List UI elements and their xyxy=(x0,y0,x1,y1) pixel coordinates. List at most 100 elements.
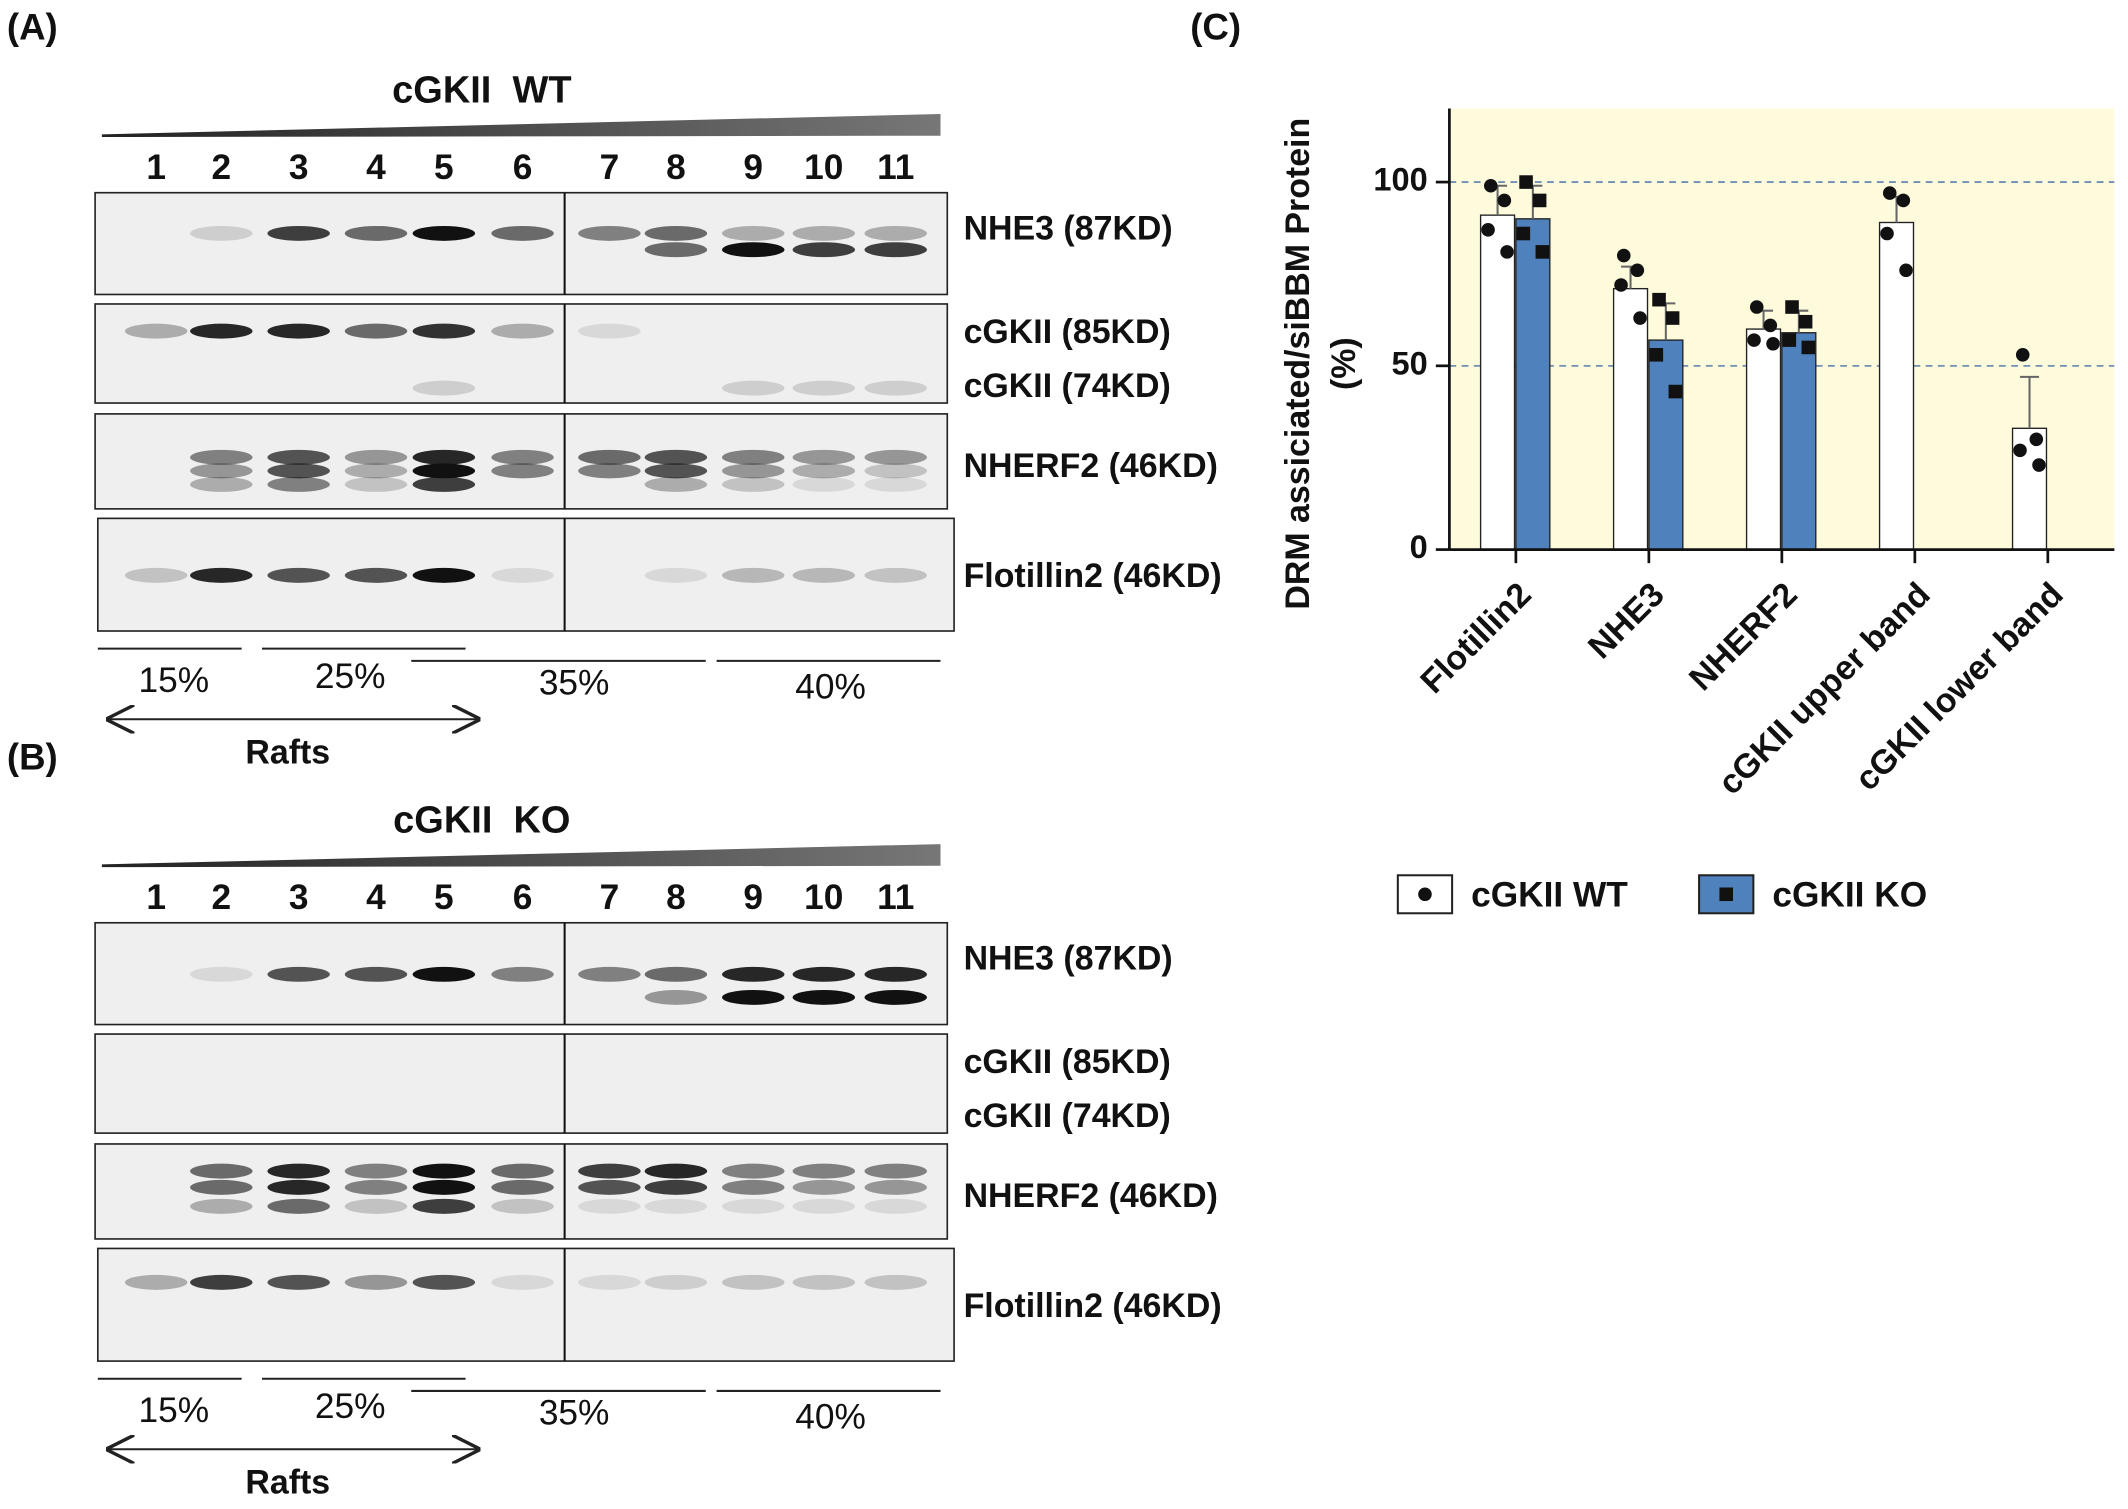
band xyxy=(267,463,330,479)
y-tick-label: 50 xyxy=(1391,345,1427,381)
band xyxy=(578,463,641,479)
data-point xyxy=(1899,263,1913,278)
legend-marker xyxy=(1719,887,1734,902)
panel-title: cGKII WT xyxy=(392,69,571,111)
gradient-wedge xyxy=(101,844,941,868)
lane-number: 1 xyxy=(146,148,166,187)
band xyxy=(412,567,476,583)
band xyxy=(190,1198,253,1214)
data-point xyxy=(1880,226,1894,241)
lane-number: 3 xyxy=(289,148,309,187)
band xyxy=(491,1274,554,1290)
band xyxy=(491,1198,554,1214)
lane-number: 5 xyxy=(434,148,454,187)
band xyxy=(792,225,856,241)
band xyxy=(722,966,785,982)
band xyxy=(644,1198,708,1214)
band xyxy=(190,567,253,583)
band xyxy=(491,966,554,982)
band xyxy=(864,242,927,258)
band xyxy=(190,1274,253,1290)
band xyxy=(792,1198,856,1214)
lane-number: 4 xyxy=(366,878,386,917)
band xyxy=(644,242,708,258)
band xyxy=(792,463,856,479)
band xyxy=(412,966,476,982)
band xyxy=(412,1198,476,1214)
band xyxy=(267,323,330,339)
data-point xyxy=(1649,348,1664,362)
legend-marker xyxy=(1418,887,1432,902)
band xyxy=(722,225,785,241)
band xyxy=(190,225,253,241)
band xyxy=(644,567,708,583)
data-point xyxy=(1535,245,1550,259)
band xyxy=(190,323,253,339)
y-axis-unit: (%) xyxy=(1325,337,1363,390)
data-point xyxy=(1798,314,1813,329)
gradient-wedge xyxy=(101,113,941,138)
data-point xyxy=(1749,300,1764,314)
band xyxy=(267,225,330,241)
bar xyxy=(1878,221,1915,551)
lane-number: 5 xyxy=(434,878,454,917)
band xyxy=(722,1179,785,1195)
data-point xyxy=(1801,340,1816,355)
blot-label: cGKII (85KD) xyxy=(964,313,1171,351)
band xyxy=(792,966,856,982)
panel-label: (C) xyxy=(1190,7,1241,48)
band xyxy=(491,463,554,479)
band xyxy=(344,1179,408,1195)
band xyxy=(190,966,253,982)
gradient-label: 15% xyxy=(139,1391,210,1430)
lane-number: 7 xyxy=(600,148,620,187)
x-tick-label: Flotillin2 xyxy=(1413,575,1538,700)
band xyxy=(792,242,856,258)
blot-label: Flotillin2 (46KD) xyxy=(964,557,1222,595)
band xyxy=(344,225,408,241)
gradient-label: 25% xyxy=(315,657,386,696)
band xyxy=(491,567,554,583)
band xyxy=(864,1179,927,1195)
band xyxy=(267,1274,330,1290)
lane-number: 10 xyxy=(804,878,843,917)
band xyxy=(491,225,554,241)
rafts-label: Rafts xyxy=(245,1464,330,1502)
band xyxy=(578,1198,641,1214)
band xyxy=(644,1163,708,1179)
bar xyxy=(1648,339,1684,551)
band xyxy=(344,567,408,583)
band xyxy=(722,380,785,396)
band xyxy=(578,966,641,982)
blot xyxy=(94,1033,949,1134)
blot-label: NHE3 (87KD) xyxy=(964,210,1173,248)
lane-number: 4 xyxy=(366,148,386,187)
band xyxy=(267,567,330,583)
rafts-label: Rafts xyxy=(245,733,330,771)
band xyxy=(864,567,927,583)
band xyxy=(344,323,408,339)
band xyxy=(344,966,408,982)
data-point xyxy=(1665,311,1680,325)
blot xyxy=(96,1247,955,1362)
data-point xyxy=(1763,318,1778,333)
lane-number: 7 xyxy=(600,878,620,917)
y-axis-label: DRM assiciated/siBBM Protein xyxy=(1279,118,1317,610)
data-point xyxy=(1497,193,1512,208)
band xyxy=(344,463,408,479)
lane-number: 8 xyxy=(666,878,686,917)
data-point xyxy=(1896,193,1911,208)
y-tick-label: 100 xyxy=(1373,162,1427,198)
band xyxy=(344,449,408,465)
band xyxy=(344,1163,408,1179)
legend-label: cGKII WT xyxy=(1471,875,1628,914)
blot-label: cGKII (74KD) xyxy=(964,1097,1171,1135)
band xyxy=(792,567,856,583)
data-point xyxy=(2013,443,2027,458)
band xyxy=(792,476,856,492)
band xyxy=(644,463,708,479)
blot-label: cGKII (85KD) xyxy=(964,1043,1171,1081)
legend-label: cGKII KO xyxy=(1772,875,1927,914)
band xyxy=(412,323,476,339)
band xyxy=(491,1179,554,1195)
